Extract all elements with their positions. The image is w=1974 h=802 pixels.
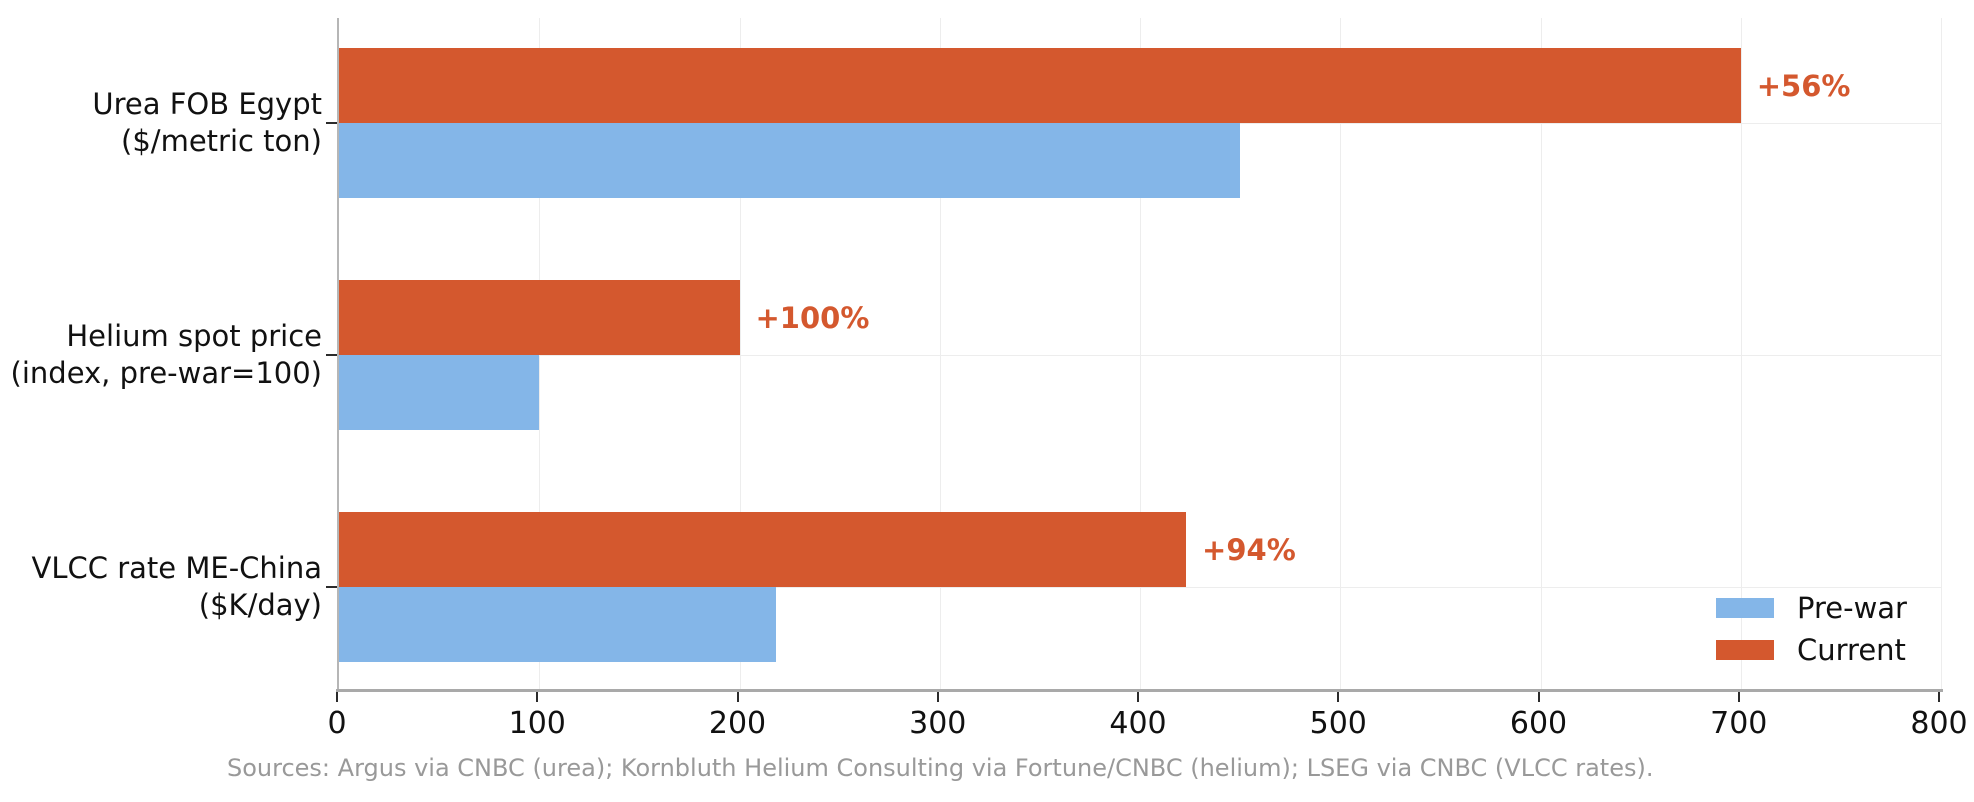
legend-swatch (1716, 598, 1774, 618)
legend-entry: Current (1716, 629, 1907, 671)
category-label-line1: VLCC rate ME-China (31, 551, 322, 585)
x-tick-mark (1137, 692, 1139, 702)
horizontal-gridline (339, 587, 1941, 588)
bar-current-2 (339, 280, 740, 355)
vertical-gridline (739, 18, 741, 690)
category-label: VLCC rate ME-China ($K/day) (32, 550, 322, 624)
x-tick-mark (536, 692, 539, 702)
x-tick-mark (736, 692, 739, 702)
bar-current-3 (339, 512, 1187, 587)
legend-entry: Pre-war (1716, 587, 1907, 629)
x-tick-label: 0 (327, 706, 347, 741)
x-axis-line (336, 689, 1943, 692)
category-label-line1: Helium spot price (66, 319, 322, 353)
pct-change-label: +100% (755, 300, 870, 335)
x-tick-mark (1537, 692, 1540, 702)
y-tick-mark (326, 122, 337, 124)
bar-current-1 (339, 48, 1741, 123)
x-tick-label: 600 (1509, 706, 1568, 741)
bar-prewar-1 (339, 123, 1241, 198)
vertical-gridline (939, 18, 941, 690)
x-tick-mark (336, 692, 338, 702)
x-tick-mark (936, 692, 939, 702)
category-label: Helium spot price (index, pre-war=100) (11, 318, 322, 392)
vertical-gridline (1340, 18, 1342, 690)
vertical-gridline (1540, 18, 1542, 690)
x-tick-label: 800 (1910, 706, 1968, 741)
y-tick-mark (326, 354, 337, 356)
legend: Pre-war Current (1716, 587, 1907, 671)
y-tick-mark (326, 586, 337, 588)
category-label-line2: (index, pre-war=100) (10, 356, 322, 390)
vertical-gridline (1740, 18, 1742, 690)
x-tick-mark (1938, 692, 1940, 702)
legend-label: Current (1797, 633, 1906, 667)
x-tick-label: 100 (508, 706, 566, 741)
category-label-line1: Urea FOB Egypt (92, 87, 322, 121)
vertical-gridline (1140, 18, 1141, 690)
bar-prewar-3 (339, 587, 776, 662)
category-label-line2: ($K/day) (198, 588, 322, 622)
legend-label: Pre-war (1797, 591, 1907, 625)
x-tick-label: 400 (1109, 706, 1167, 741)
x-tick-label: 700 (1710, 706, 1768, 741)
x-tick-label: 200 (708, 706, 767, 741)
horizontal-gridline (339, 355, 1941, 356)
pct-change-label: +94% (1202, 532, 1296, 567)
bar-prewar-2 (339, 355, 540, 430)
x-tick-label: 300 (909, 706, 967, 741)
vertical-gridline (1941, 18, 1942, 690)
x-tick-mark (1737, 692, 1740, 702)
category-label: Urea FOB Egypt ($/metric ton) (92, 86, 322, 160)
plot-area: +56% +100% +94% (337, 18, 1942, 690)
x-tick-mark (1337, 692, 1340, 702)
x-tick-label: 500 (1309, 706, 1367, 741)
legend-swatch (1716, 640, 1774, 660)
source-note: Sources: Argus via CNBC (urea); Kornblut… (227, 754, 1654, 782)
category-label-line2: ($/metric ton) (121, 124, 322, 158)
pct-change-label: +56% (1756, 68, 1851, 103)
